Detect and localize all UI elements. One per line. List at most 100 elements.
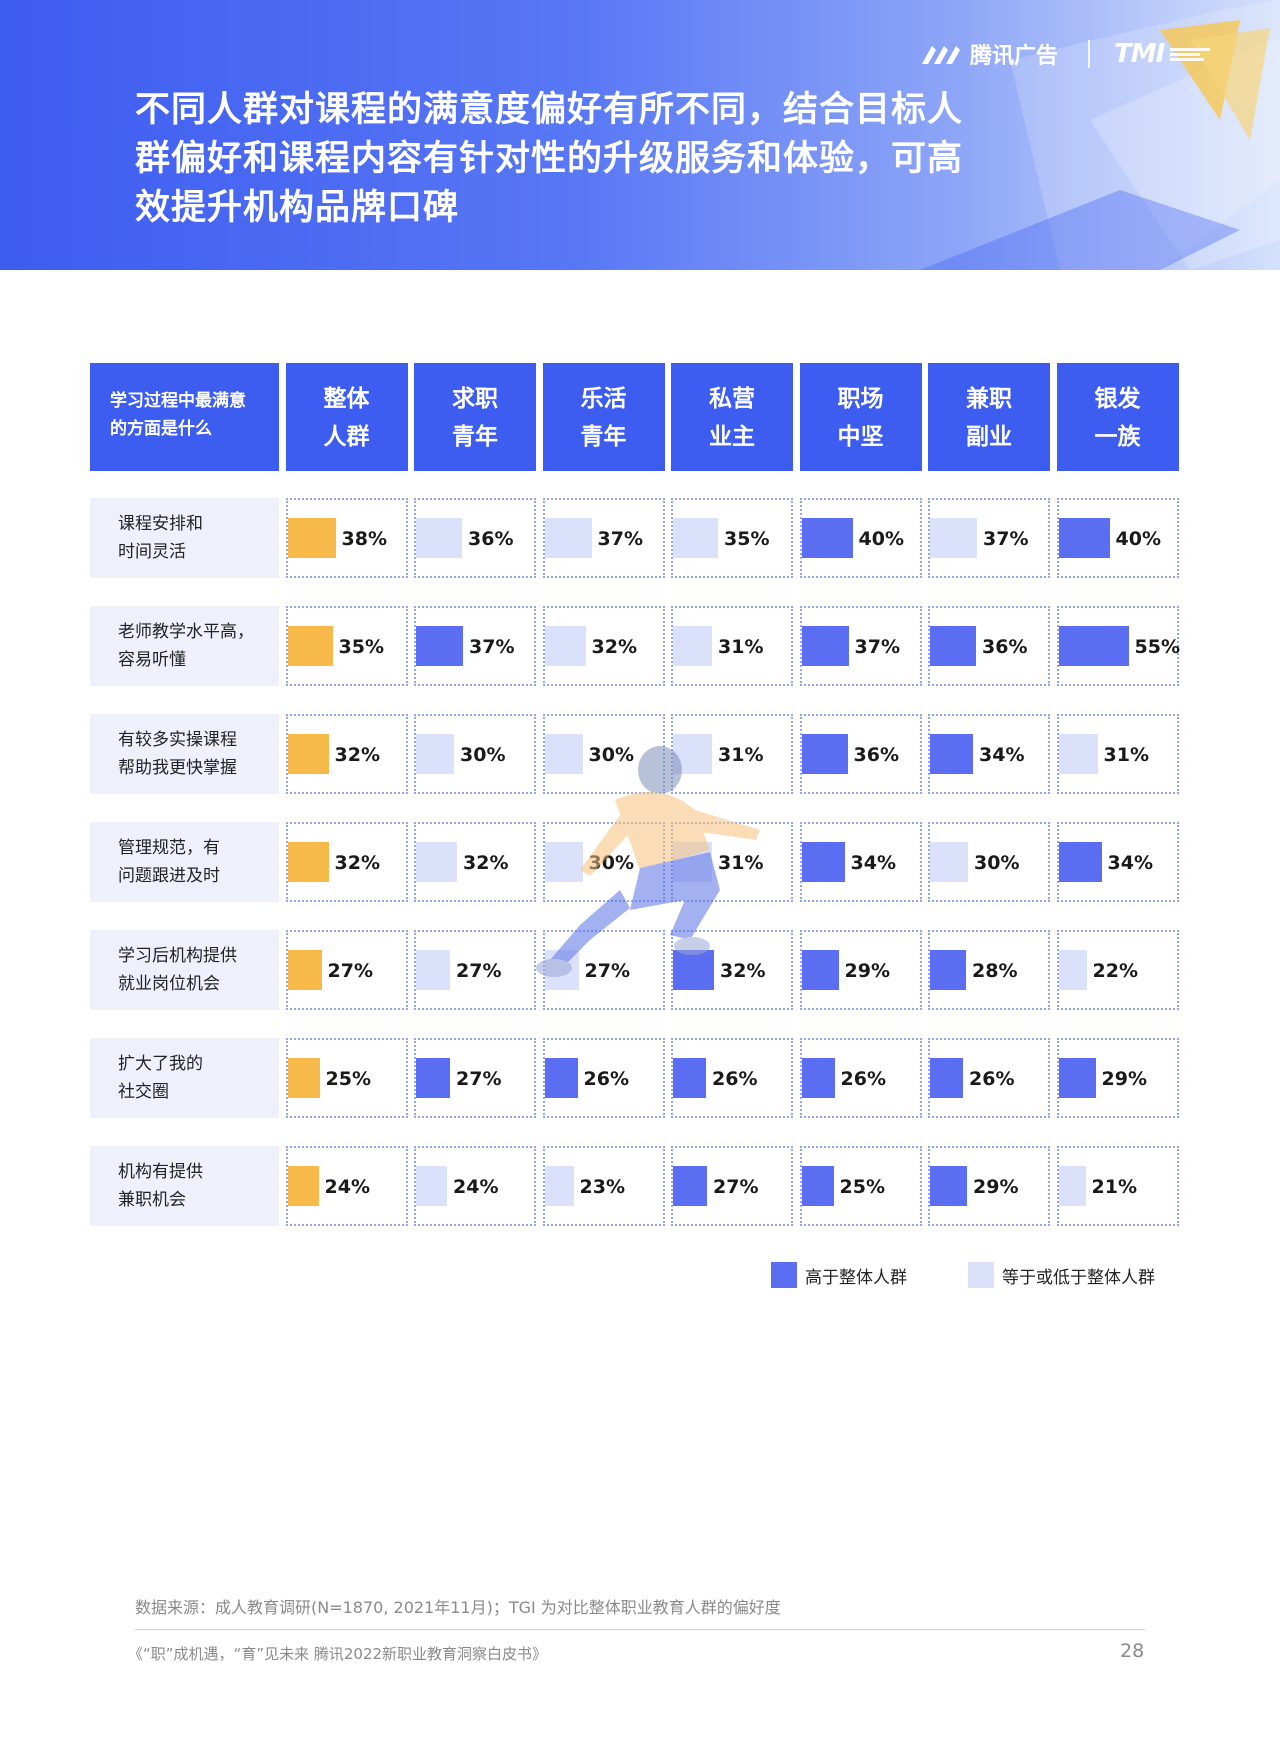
value-bar <box>287 950 322 990</box>
value-bar <box>801 734 848 774</box>
row-label-line: 老师教学水平高， <box>118 622 254 642</box>
data-cell: 32% <box>414 822 536 902</box>
value-label: 40% <box>858 528 904 550</box>
column-header-line: 职场 <box>837 386 884 412</box>
column-header: 整体 人群 <box>285 363 408 471</box>
data-cell: 24% <box>285 1146 408 1226</box>
value-bar <box>930 842 968 882</box>
value-bar <box>673 518 718 558</box>
value-label: 28% <box>972 960 1018 982</box>
value-label: 26% <box>712 1068 758 1090</box>
value-label: 30% <box>588 744 634 766</box>
value-label: 26% <box>840 1068 886 1090</box>
value-bar <box>801 1058 835 1098</box>
value-label: 36% <box>982 636 1028 658</box>
value-label: 37% <box>469 636 515 658</box>
value-bar <box>673 1058 706 1098</box>
value-label: 21% <box>1091 1176 1137 1198</box>
value-label: 24% <box>324 1176 370 1198</box>
row-label-line: 帮助我更快掌握 <box>118 758 237 778</box>
value-bar <box>287 518 336 558</box>
value-label: 29% <box>844 960 890 982</box>
data-cell: 29% <box>799 930 922 1010</box>
legend-lower: 等于或低于整体人群 <box>968 1262 1155 1288</box>
data-cell: 38% <box>285 498 408 578</box>
value-bar <box>930 950 966 990</box>
value-label: 32% <box>334 852 380 874</box>
value-bar <box>416 842 457 882</box>
column-header: 职场 中坚 <box>799 363 922 471</box>
row-label: 老师教学水平高， 容易听懂 <box>90 606 279 686</box>
value-bar <box>1058 842 1102 882</box>
brand-divider <box>1088 40 1091 68</box>
brand-logos: 腾讯广告 TMI <box>920 38 1211 70</box>
column-header-line: 副业 <box>966 424 1012 450</box>
value-bar <box>801 1166 834 1206</box>
value-bar <box>287 734 329 774</box>
value-bar <box>930 1058 963 1098</box>
value-label: 55% <box>1134 636 1180 658</box>
row-label-line: 管理规范，有 <box>118 838 220 858</box>
value-label: 35% <box>338 636 384 658</box>
column-header: 兼职 副业 <box>928 363 1050 471</box>
value-label: 27% <box>713 1176 759 1198</box>
data-cell: 23% <box>542 1146 665 1226</box>
paper-plane-decoration <box>920 0 1280 270</box>
value-label: 30% <box>588 852 634 874</box>
data-cell: 35% <box>285 606 408 686</box>
data-cell: 32% <box>671 930 793 1010</box>
value-bar <box>801 842 845 882</box>
data-cell: 34% <box>1056 822 1179 902</box>
report-title: 《“职”成机遇，“育”见未来 腾讯2022新职业教育洞察白皮书》 <box>128 1645 548 1663</box>
value-bar <box>673 1166 707 1206</box>
data-cell: 37% <box>542 498 665 578</box>
value-label: 38% <box>341 528 387 550</box>
column-header-line: 私营 <box>709 386 755 412</box>
page-title: 不同人群对课程的满意度偏好有所不同，结合目标人 群偏好和课程内容有针对性的升级服… <box>135 86 1035 233</box>
data-cell: 34% <box>799 822 922 902</box>
value-bar <box>544 626 586 666</box>
data-cell: 29% <box>928 1146 1050 1226</box>
data-cell: 25% <box>799 1146 922 1226</box>
column-header-line: 人群 <box>323 424 370 450</box>
data-cell: 26% <box>928 1038 1050 1118</box>
value-label: 37% <box>597 528 643 550</box>
data-cell: 27% <box>414 930 536 1010</box>
legend-swatch-higher <box>771 1262 797 1288</box>
row-label-line: 时间灵活 <box>118 542 186 562</box>
value-bar <box>801 626 849 666</box>
data-cell: 31% <box>671 606 793 686</box>
value-label: 29% <box>973 1176 1019 1198</box>
data-cell: 31% <box>671 714 793 794</box>
table-question-header: 学习过程中最满意 的方面是什么 <box>90 363 279 471</box>
row-label: 扩大了我的 社交圈 <box>90 1038 279 1118</box>
row-label-line: 容易听懂 <box>118 650 186 670</box>
value-bar <box>544 1058 578 1098</box>
page-number: 28 <box>1120 1640 1145 1662</box>
data-cell: 27% <box>671 1146 793 1226</box>
value-bar <box>287 842 329 882</box>
value-label: 27% <box>327 960 373 982</box>
column-header-line: 整体 <box>323 386 370 412</box>
value-label: 32% <box>463 852 509 874</box>
value-bar <box>801 518 853 558</box>
data-cell: 30% <box>542 714 665 794</box>
value-label: 24% <box>453 1176 499 1198</box>
row-label-line: 机构有提供 <box>118 1162 203 1182</box>
data-cell: 34% <box>928 714 1050 794</box>
value-bar <box>416 1166 447 1206</box>
data-cell: 24% <box>414 1146 536 1226</box>
value-label: 34% <box>979 744 1025 766</box>
value-bar <box>416 626 463 666</box>
header-line: 学习过程中最满意 <box>110 391 246 411</box>
data-cell: 27% <box>414 1038 536 1118</box>
value-bar <box>544 842 583 882</box>
header-banner: 腾讯广告 TMI 不同人群对课程的满意度偏好有所不同，结合目标人 群偏好和课程内… <box>0 0 1280 270</box>
data-cell: 30% <box>542 822 665 902</box>
value-bar <box>673 734 712 774</box>
row-label-line: 兼职机会 <box>118 1190 186 1210</box>
value-bar <box>1058 950 1087 990</box>
data-cell: 37% <box>799 606 922 686</box>
column-header-line: 求职 <box>452 386 498 412</box>
value-bar <box>930 734 973 774</box>
